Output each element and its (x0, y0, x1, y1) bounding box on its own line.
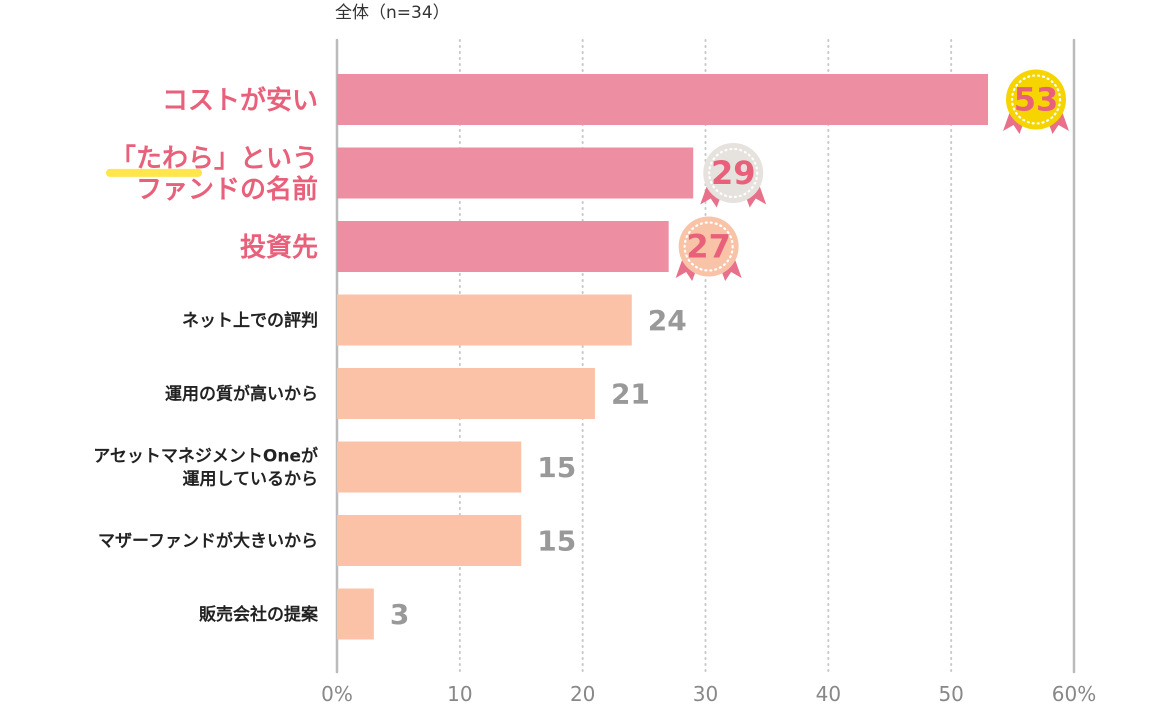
category-label: マザーファンドが大きいから (98, 531, 318, 552)
x-tick-label: 30 (693, 682, 718, 704)
grid-lines (335, 38, 1076, 674)
category-label: ファンドの名前 (136, 174, 318, 205)
value-label: 21 (611, 378, 650, 411)
value-labels: 53 29 27 24 21 15 15 3 (390, 81, 1058, 632)
x-tick-label: 20 (570, 682, 595, 704)
chart-title: 全体（n=34） (335, 3, 450, 23)
rank-badge (1003, 69, 1070, 134)
bar (337, 74, 989, 125)
bar (337, 147, 694, 199)
category-label: ネット上での評判 (182, 310, 318, 331)
category-label: 投資先 (240, 233, 318, 263)
value-label: 24 (648, 304, 687, 337)
category-label: 運用の質が高いから (165, 384, 318, 405)
bars (337, 74, 989, 640)
x-tick-label: 0% (321, 682, 353, 704)
badge-circle (1006, 69, 1067, 130)
badge-circle (678, 216, 739, 277)
bar (337, 221, 669, 272)
x-tick-label: 50 (938, 682, 963, 704)
x-tick-label: 60% (1052, 682, 1096, 704)
bar (337, 588, 374, 640)
category-label: コストが安い (162, 85, 318, 116)
badge-dots (708, 147, 759, 199)
x-axis-ticks: 0% 10 20 30 40 50 60% (321, 682, 1096, 704)
value-label: 15 (537, 451, 576, 484)
bar (337, 515, 522, 566)
category-label: 「たわら」という (110, 143, 318, 174)
highlight-underline (106, 168, 202, 177)
bar (337, 368, 595, 419)
value-label: 15 (537, 525, 576, 558)
category-label: 販売会社の提案 (199, 604, 319, 625)
category-label: 運用しているから (183, 470, 319, 490)
x-tick-label: 40 (816, 682, 841, 704)
value-label: 27 (686, 228, 731, 266)
value-label: 3 (390, 598, 409, 631)
badge-circle (703, 143, 764, 203)
value-label: 53 (1014, 81, 1059, 119)
category-labels: コストが安い「たわら」というファンドの名前投資先ネット上での評判運用の質が高いか… (93, 85, 319, 625)
badge-dots (1010, 74, 1062, 125)
badge-dots (683, 221, 734, 272)
value-label: 29 (711, 154, 756, 192)
rank-badges (675, 69, 1070, 281)
category-label: アセットマネジメントOneが (93, 446, 318, 467)
x-tick-label: 10 (447, 682, 472, 704)
bar (337, 441, 522, 493)
bar (337, 294, 632, 346)
rank-badge (675, 216, 742, 281)
rank-badge (700, 143, 767, 208)
